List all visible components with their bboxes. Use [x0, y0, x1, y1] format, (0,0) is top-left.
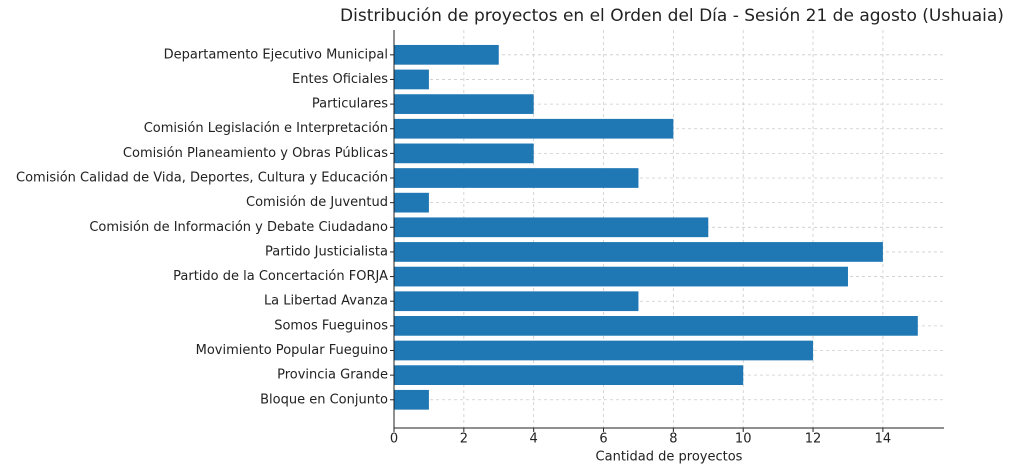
bar	[394, 316, 918, 336]
x-tick-label: 10	[735, 432, 752, 447]
y-tick-label: Movimiento Popular Fueguino	[196, 343, 388, 358]
x-tick-label: 2	[460, 432, 468, 447]
bar	[394, 192, 429, 213]
y-tick-label: Comisión de Juventud	[246, 195, 388, 210]
y-tick-label: Partido de la Concertación FORJA	[173, 269, 388, 284]
bar	[394, 389, 429, 410]
x-tick-label: 4	[530, 432, 538, 447]
bar	[394, 217, 709, 238]
bar	[394, 365, 744, 385]
y-tick-label: Partido Justicialista	[265, 244, 388, 259]
y-tick-label: Comisión Legislación e Interpretación	[144, 121, 388, 136]
x-axis-label: Cantidad de proyectos	[596, 450, 743, 465]
chart-title: Distribución de proyectos en el Orden de…	[340, 6, 1004, 26]
x-tick-label: 6	[599, 432, 607, 447]
y-tick-label: Somos Fueguinos	[274, 318, 388, 333]
y-tick-label: Entes Oficiales	[292, 72, 388, 87]
y-tick-label: Comisión Calidad de Vida, Deportes, Cult…	[16, 171, 388, 186]
y-tick-label: Departamento Ejecutivo Municipal	[164, 47, 388, 62]
bar	[394, 94, 534, 114]
x-tick-label: 8	[669, 432, 677, 447]
bar	[394, 118, 674, 139]
bar	[394, 340, 814, 361]
bar	[394, 291, 639, 312]
bar	[394, 242, 883, 262]
y-tick-label: Comisión Planeamiento y Obras Públicas	[123, 146, 388, 161]
x-tick-label: 0	[390, 432, 398, 447]
y-tick-label: Particulares	[312, 97, 388, 112]
bar	[394, 69, 429, 90]
bar	[394, 143, 534, 164]
y-tick-label: Bloque en Conjunto	[260, 392, 388, 407]
bar	[394, 168, 639, 188]
y-tick-label: Comisión de Información y Debate Ciudada…	[89, 220, 388, 235]
bar	[394, 266, 848, 287]
y-tick-label: La Libertad Avanza	[264, 294, 388, 309]
x-tick-label: 14	[875, 432, 892, 447]
bar	[394, 44, 499, 65]
y-tick-label: Provincia Grande	[277, 368, 388, 383]
x-tick-label: 12	[805, 432, 822, 447]
